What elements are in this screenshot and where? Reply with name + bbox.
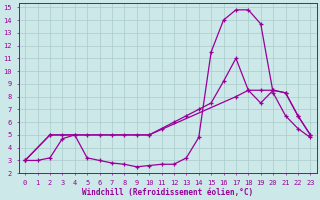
X-axis label: Windchill (Refroidissement éolien,°C): Windchill (Refroidissement éolien,°C) xyxy=(82,188,253,197)
